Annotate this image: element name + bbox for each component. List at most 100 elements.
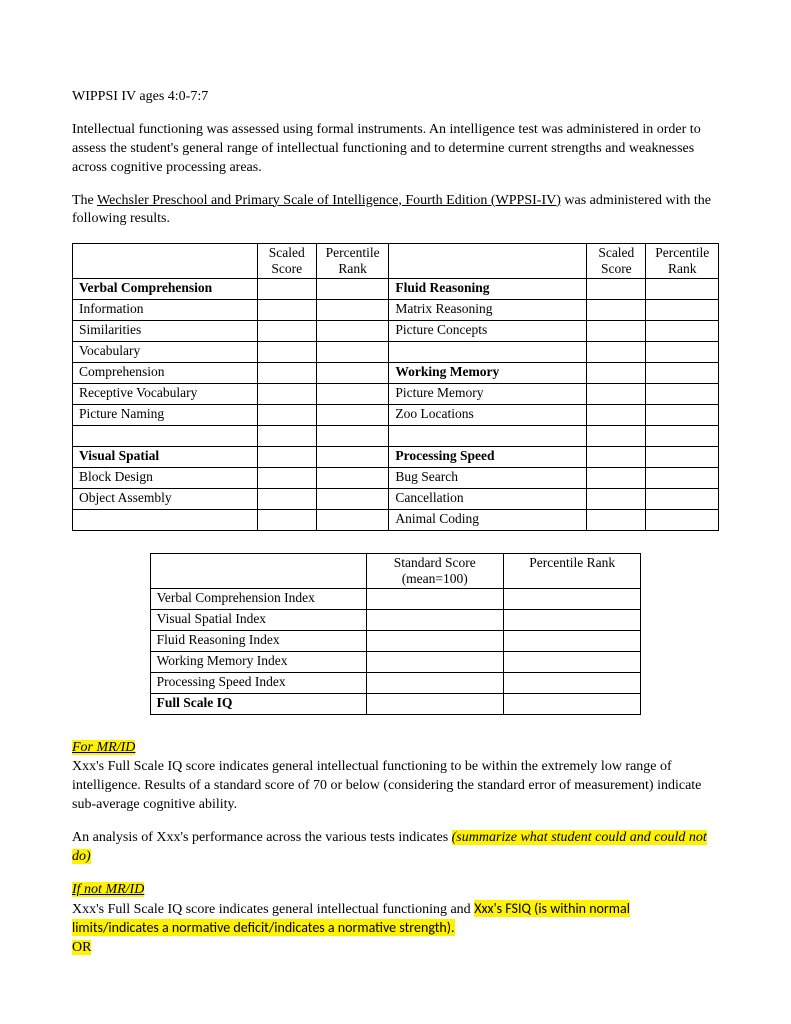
percentile-cell bbox=[646, 342, 719, 363]
percentile-cell bbox=[646, 363, 719, 384]
subtest-label-left: Comprehension bbox=[73, 363, 258, 384]
subtest-label-left: Similarities bbox=[73, 321, 258, 342]
percentile-cell bbox=[646, 468, 719, 489]
percentile-cell bbox=[503, 589, 640, 610]
scaled-cell bbox=[587, 489, 646, 510]
standard-cell bbox=[366, 589, 503, 610]
subtest-label-right: Picture Memory bbox=[389, 384, 587, 405]
table-row: Verbal ComprehensionFluid Reasoning bbox=[73, 279, 719, 300]
scaled-cell bbox=[257, 489, 316, 510]
scaled-cell bbox=[587, 426, 646, 447]
scaled-cell bbox=[587, 510, 646, 531]
header-standard: Standard Score (mean=100) bbox=[366, 554, 503, 589]
or-line: OR bbox=[72, 939, 719, 958]
subtest-label-left: Object Assembly bbox=[73, 489, 258, 510]
percentile-cell bbox=[316, 447, 389, 468]
scaled-cell bbox=[587, 468, 646, 489]
header-blank-right bbox=[389, 244, 587, 279]
table-row: Visual SpatialProcessing Speed bbox=[73, 447, 719, 468]
standard-cell bbox=[366, 631, 503, 652]
header-scaled-right: Scaled Score bbox=[587, 244, 646, 279]
subtest-label-right bbox=[389, 342, 587, 363]
not-mrid-label: If not MR/ID bbox=[72, 882, 144, 897]
index-label: Fluid Reasoning Index bbox=[150, 631, 366, 652]
standard-cell bbox=[366, 652, 503, 673]
table-row: Picture NamingZoo Locations bbox=[73, 405, 719, 426]
percentile-cell bbox=[316, 468, 389, 489]
index-label: Visual Spatial Index bbox=[150, 610, 366, 631]
percentile-cell bbox=[316, 300, 389, 321]
scaled-cell bbox=[257, 300, 316, 321]
scaled-cell bbox=[257, 447, 316, 468]
table-row: InformationMatrix Reasoning bbox=[73, 300, 719, 321]
analysis-prefix: An analysis of Xxx's performance across … bbox=[72, 830, 452, 845]
scaled-cell bbox=[587, 300, 646, 321]
mrid-label: For MR/ID bbox=[72, 740, 135, 755]
table-row: Processing Speed Index bbox=[150, 673, 641, 694]
not-mrid-prefix: Xxx's Full Scale IQ score indicates gene… bbox=[72, 902, 474, 917]
header-blank-left bbox=[73, 244, 258, 279]
title-line: WIPPSI IV ages 4:0-7:7 bbox=[72, 88, 719, 107]
index-label: Processing Speed Index bbox=[150, 673, 366, 694]
scaled-cell bbox=[587, 405, 646, 426]
percentile-cell bbox=[316, 279, 389, 300]
header-percentile: Percentile Rank bbox=[503, 554, 640, 589]
test-name-link: Wechsler Preschool and Primary Scale of … bbox=[97, 193, 561, 208]
percentile-cell bbox=[316, 405, 389, 426]
percentile-cell bbox=[646, 321, 719, 342]
scaled-cell bbox=[257, 321, 316, 342]
scaled-cell bbox=[587, 384, 646, 405]
scaled-cell bbox=[257, 405, 316, 426]
not-mrid-paragraph: Xxx's Full Scale IQ score indicates gene… bbox=[72, 900, 719, 940]
index-label: Working Memory Index bbox=[150, 652, 366, 673]
table-row: Vocabulary bbox=[73, 342, 719, 363]
subtest-label-right: Processing Speed bbox=[389, 447, 587, 468]
percentile-cell bbox=[316, 426, 389, 447]
scaled-cell bbox=[587, 363, 646, 384]
table-row: Receptive Vocabulary Picture Memory bbox=[73, 384, 719, 405]
subtest-label-right: Working Memory bbox=[389, 363, 587, 384]
percentile-cell bbox=[646, 426, 719, 447]
percentile-cell bbox=[646, 447, 719, 468]
subtest-label-right: Bug Search bbox=[389, 468, 587, 489]
subtest-label-right: Picture Concepts bbox=[389, 321, 587, 342]
table-row bbox=[73, 426, 719, 447]
scaled-cell bbox=[257, 279, 316, 300]
subtest-label-right: Cancellation bbox=[389, 489, 587, 510]
subtest-table: Scaled Score Percentile Rank Scaled Scor… bbox=[72, 243, 719, 531]
index-label: Verbal Comprehension Index bbox=[150, 589, 366, 610]
header-percentile-left: Percentile Rank bbox=[316, 244, 389, 279]
percentile-cell bbox=[646, 489, 719, 510]
subtest-label-left: Receptive Vocabulary bbox=[73, 384, 258, 405]
subtest-label-left: Picture Naming bbox=[73, 405, 258, 426]
table-row: Comprehension Working Memory bbox=[73, 363, 719, 384]
subtest-label-right bbox=[389, 426, 587, 447]
table-row: Visual Spatial Index bbox=[150, 610, 641, 631]
intro-paragraph: Intellectual functioning was assessed us… bbox=[72, 121, 719, 178]
mrid-section: For MR/ID bbox=[72, 739, 719, 758]
table-header-row: Standard Score (mean=100) Percentile Ran… bbox=[150, 554, 641, 589]
percentile-cell bbox=[503, 694, 640, 715]
standard-cell bbox=[366, 694, 503, 715]
standard-cell bbox=[366, 610, 503, 631]
scaled-cell bbox=[587, 321, 646, 342]
percentile-cell bbox=[646, 279, 719, 300]
table-row: Similarities Picture Concepts bbox=[73, 321, 719, 342]
percentile-cell bbox=[503, 610, 640, 631]
percentile-cell bbox=[646, 510, 719, 531]
table-row: Verbal Comprehension Index bbox=[150, 589, 641, 610]
scaled-cell bbox=[257, 510, 316, 531]
percentile-cell bbox=[646, 384, 719, 405]
percentile-cell bbox=[503, 652, 640, 673]
percentile-cell bbox=[316, 384, 389, 405]
percentile-cell bbox=[316, 342, 389, 363]
scaled-cell bbox=[257, 426, 316, 447]
scaled-cell bbox=[587, 279, 646, 300]
not-mrid-section: If not MR/ID bbox=[72, 881, 719, 900]
percentile-cell bbox=[503, 631, 640, 652]
subtest-label-right: Animal Coding bbox=[389, 510, 587, 531]
subtest-label-left: Vocabulary bbox=[73, 342, 258, 363]
scaled-cell bbox=[257, 363, 316, 384]
table-header-row: Scaled Score Percentile Rank Scaled Scor… bbox=[73, 244, 719, 279]
or-text: OR bbox=[72, 940, 91, 955]
